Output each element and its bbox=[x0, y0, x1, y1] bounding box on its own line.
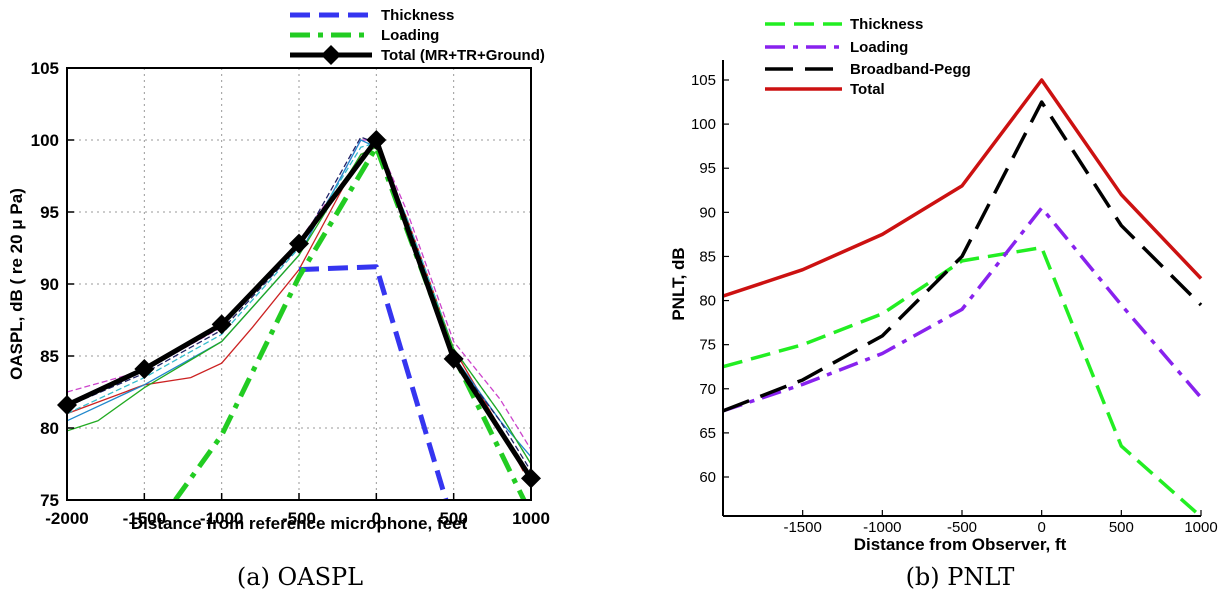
legend-label-a: Loading bbox=[381, 27, 439, 44]
y-tick-label-a: 85 bbox=[40, 347, 59, 366]
panel-b-pnlt: -1500 -1000 -500 0 500 1000 60 65 70 75 80 85 90 95 10… bbox=[669, 16, 1218, 591]
diamond-marker bbox=[134, 358, 155, 379]
measured-line bbox=[67, 136, 531, 472]
legend-a: Thickness Loading Total (MR+TR+Ground) bbox=[290, 7, 545, 65]
y-tick-label-b: 105 bbox=[691, 72, 716, 89]
y-axis-title-b: PNLT, dB bbox=[669, 247, 688, 320]
diamond-marker bbox=[443, 348, 464, 369]
x-tick-label-a: -1000 bbox=[200, 509, 243, 528]
caption-a: (a) OASPL bbox=[237, 563, 363, 591]
diamond-marker bbox=[521, 468, 541, 489]
y-tick-label-a: 90 bbox=[40, 275, 59, 294]
y-tick-label-b: 95 bbox=[699, 160, 716, 177]
x-tick-label-b: 500 bbox=[1109, 519, 1134, 536]
measured-line bbox=[67, 146, 531, 465]
measured-line bbox=[67, 139, 531, 458]
y-tick-label-b: 65 bbox=[699, 425, 716, 442]
y-tick-label-a: 105 bbox=[31, 59, 59, 78]
x-tick-label-b: 1000 bbox=[1184, 519, 1217, 536]
legend-label-b: Thickness bbox=[850, 16, 923, 33]
diamond-marker bbox=[57, 394, 77, 415]
series-line bbox=[723, 245, 1203, 516]
y-tick-label-b: 85 bbox=[699, 248, 716, 265]
x-axis-title-a: Distance from reference microphone, feet bbox=[131, 514, 468, 533]
x-tick-label-b: 0 bbox=[1037, 519, 1045, 536]
x-tick-label-a: 0 bbox=[372, 509, 381, 528]
x-tick-label-a: -500 bbox=[282, 509, 316, 528]
x-axis-title-b: Distance from Observer, ft bbox=[854, 535, 1067, 554]
legend-label-a: Thickness bbox=[381, 7, 454, 24]
x-tick-label-b: -1000 bbox=[863, 519, 901, 536]
y-tick-label-a: 75 bbox=[40, 491, 59, 510]
series-line bbox=[723, 206, 1203, 413]
y-tick-label-b: 60 bbox=[699, 469, 716, 486]
diamond-marker bbox=[289, 233, 309, 254]
panel-a-oaspl: -2000 -1500 -1000 -500 0 500 1000 75 80 85 90 95 100… bbox=[7, 7, 550, 591]
legend-label-b: Total bbox=[850, 81, 885, 98]
x-tick-label-b: -500 bbox=[947, 519, 977, 536]
legend-label-b: Loading bbox=[850, 39, 908, 56]
y-tick-label-b: 80 bbox=[699, 293, 716, 310]
y-tick-label-a: 95 bbox=[40, 203, 59, 222]
series-line bbox=[298, 264, 449, 500]
series-b bbox=[723, 78, 1203, 516]
legend-b: Thickness Loading Broadband-Pegg Total bbox=[765, 16, 971, 98]
diamond-marker bbox=[366, 130, 387, 150]
ticks-b: -1500 -1000 -500 0 500 1000 60 65 70 75 80 85 90 95 10… bbox=[691, 72, 1218, 536]
y-tick-label-b: 70 bbox=[699, 381, 716, 398]
legend-label-b: Broadband-Pegg bbox=[850, 61, 971, 78]
x-tick-label-b: -1500 bbox=[783, 519, 821, 536]
ticks-a: -2000 -1500 -1000 -500 0 500 1000 75 80 85 90 95 100… bbox=[31, 59, 550, 528]
legend-label-a: Total (MR+TR+Ground) bbox=[381, 47, 545, 64]
y-tick-label-b: 90 bbox=[699, 204, 716, 221]
legend-diamond-marker bbox=[321, 45, 341, 65]
caption-b: (b) PNLT bbox=[906, 563, 1015, 591]
measured-lines-a bbox=[67, 136, 531, 472]
y-tick-label-a: 100 bbox=[31, 131, 59, 150]
y-tick-label-b: 75 bbox=[699, 337, 716, 354]
y-tick-label-a: 80 bbox=[40, 419, 59, 438]
series-line bbox=[723, 100, 1203, 413]
series-line bbox=[723, 78, 1203, 298]
x-tick-label-a: -2000 bbox=[45, 509, 88, 528]
x-tick-label-a: 1000 bbox=[512, 509, 550, 528]
y-tick-label-b: 100 bbox=[691, 116, 716, 133]
x-tick-label-a: 500 bbox=[439, 509, 467, 528]
diamond-marker bbox=[211, 314, 232, 335]
y-axis-title-a: OASPL, dB ( re 20 μ Pa) bbox=[7, 188, 26, 380]
x-tick-label-a: -1500 bbox=[123, 509, 166, 528]
